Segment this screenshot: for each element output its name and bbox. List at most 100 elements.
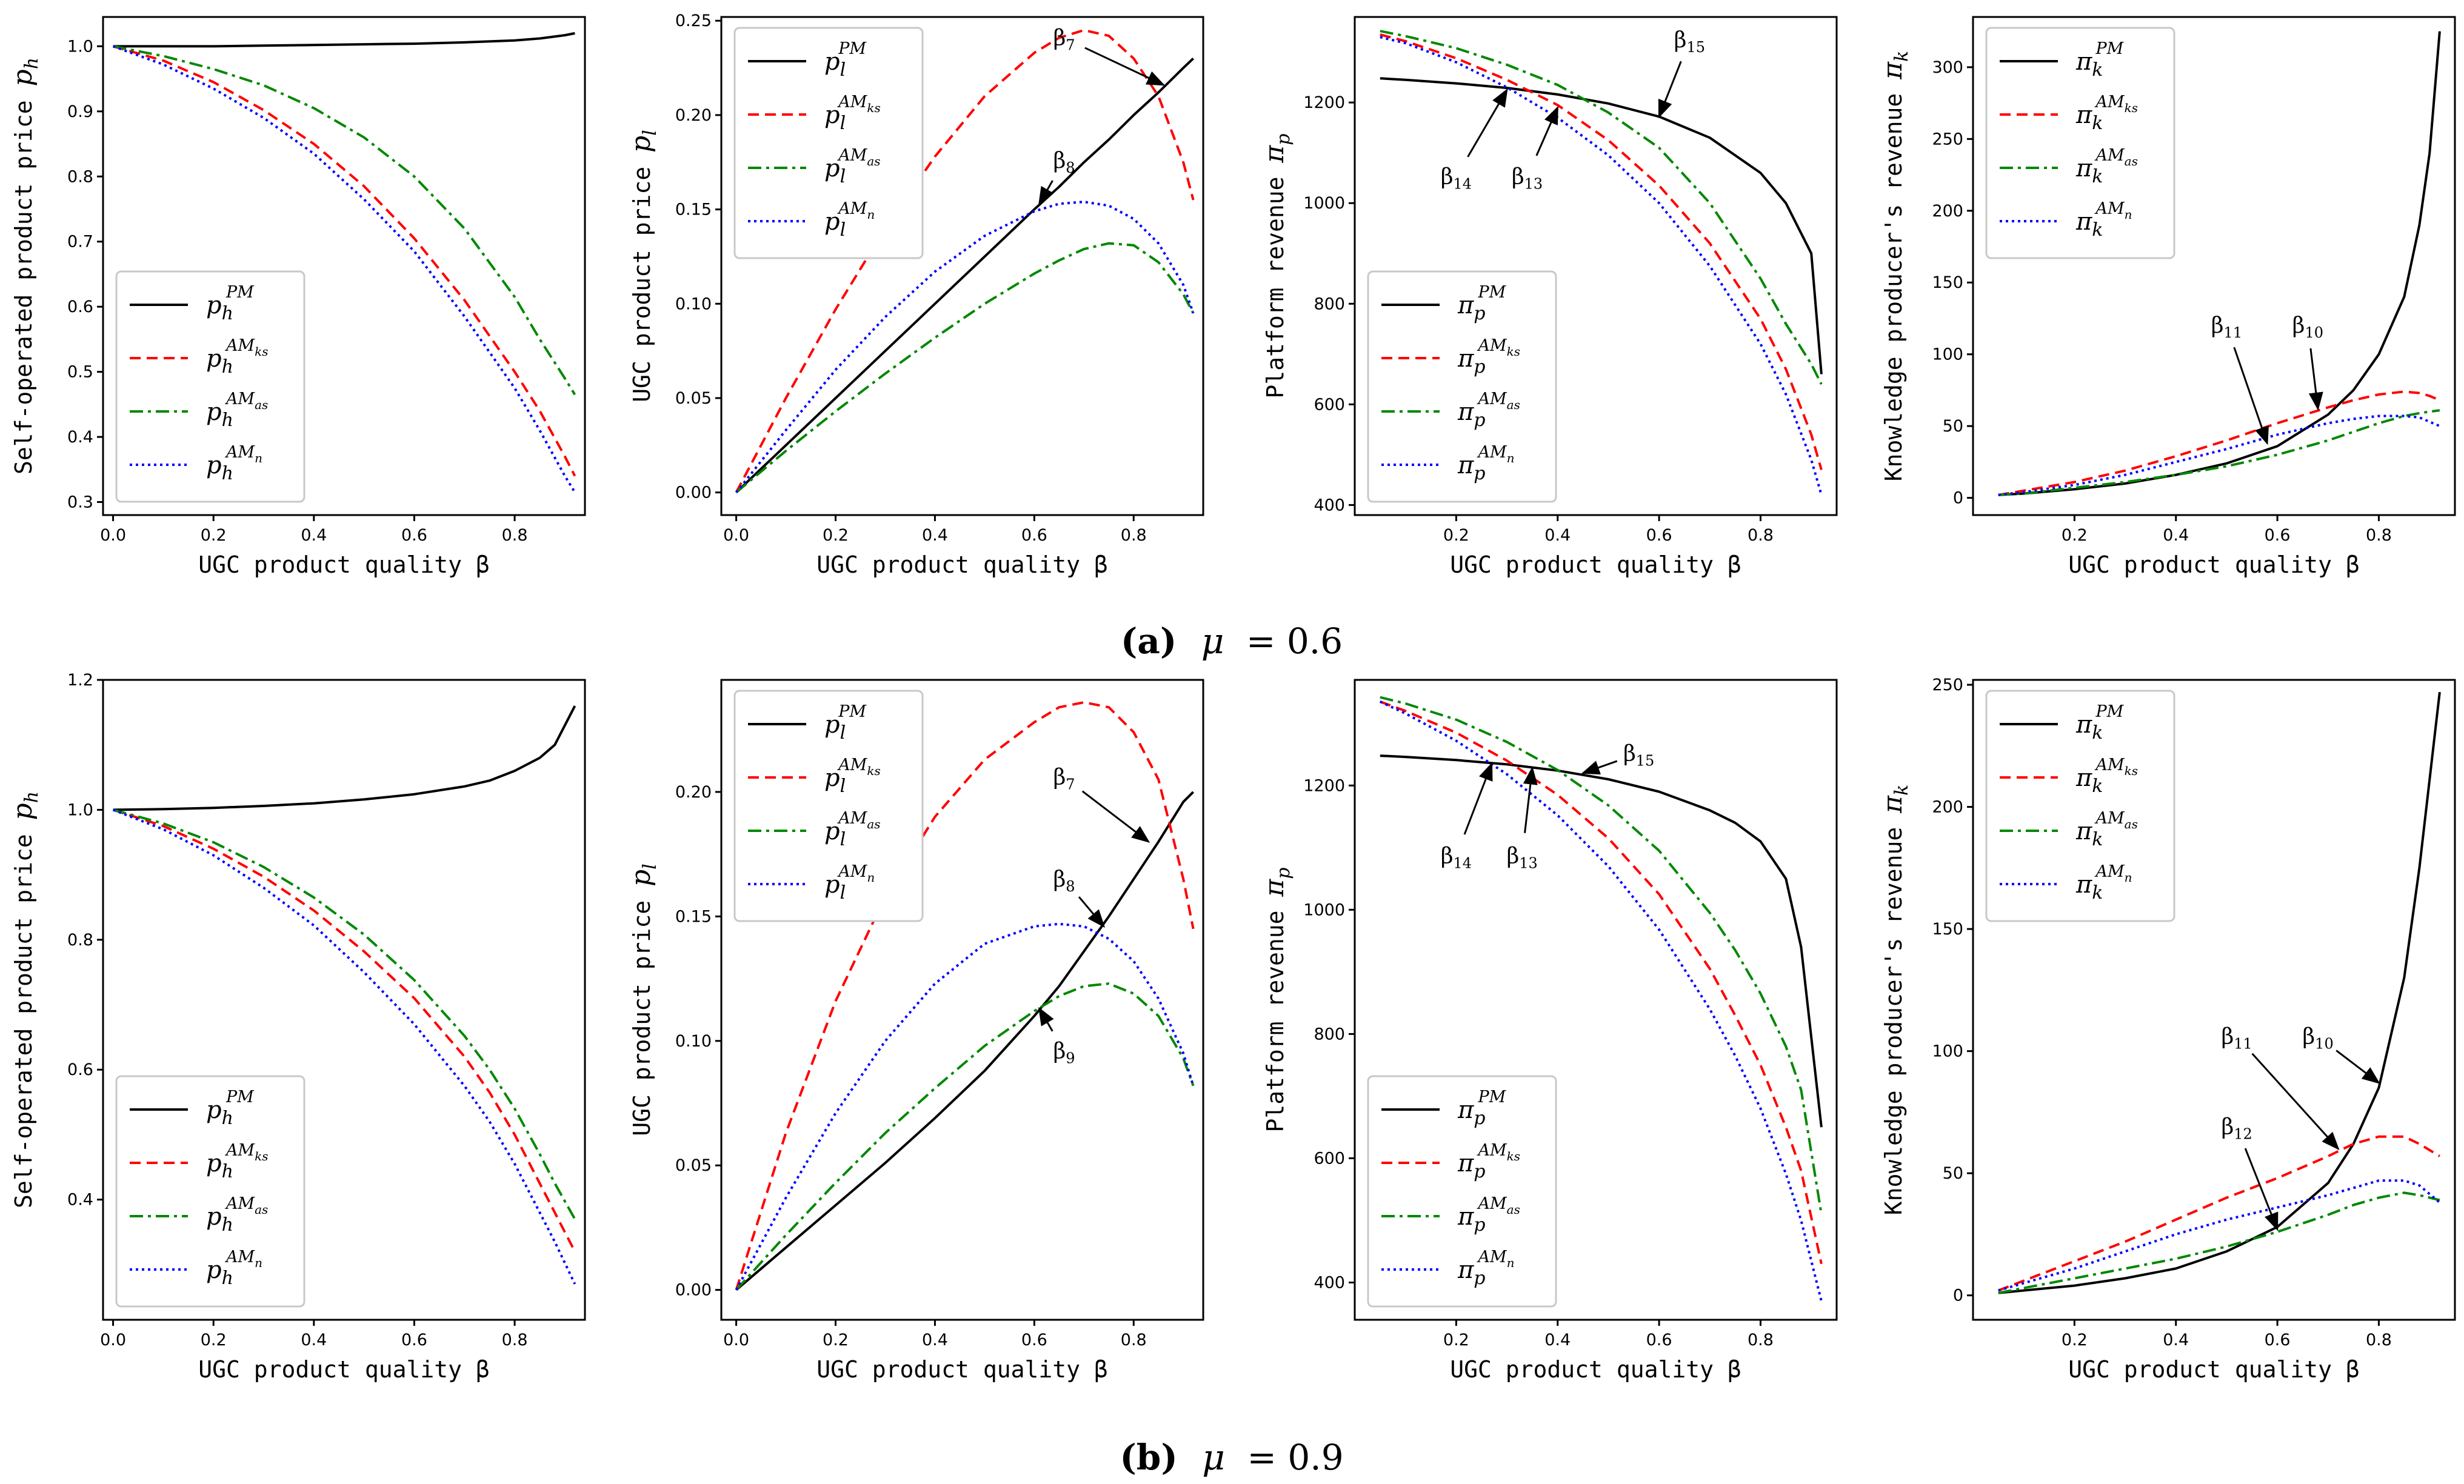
x-tick-label: 0.6 xyxy=(2265,1331,2291,1349)
y-tick-label: 600 xyxy=(1314,395,1345,414)
y-tick-label: 1000 xyxy=(1303,900,1345,919)
legend-sub: l xyxy=(840,882,846,903)
legend-sup2: n xyxy=(2125,207,2132,222)
legend-sup: PM xyxy=(838,702,867,721)
annotation-label: β7 xyxy=(1053,26,1075,54)
y-tick-label: 0.15 xyxy=(675,201,712,219)
legend-sub: p xyxy=(1474,410,1485,431)
legend-label-amks: phAMks xyxy=(206,1141,268,1182)
y-axis-label: Knowledge producer's revenue πk xyxy=(1877,785,1912,1216)
annotation-sub: 10 xyxy=(2315,1036,2334,1053)
legend-sup2: ks xyxy=(2125,101,2138,115)
x-axis-label: UGC product quality β xyxy=(816,1356,1107,1383)
y-tick-label: 0.20 xyxy=(675,783,712,802)
legend-label-pm: πpPM xyxy=(1457,283,1507,324)
annotation-beta: β xyxy=(1053,765,1066,790)
x-tick-label: 0.8 xyxy=(2366,526,2392,545)
y-axis-label: Platform revenue πp xyxy=(1259,867,1294,1132)
chart-b1: 0.0 0.2 0.4 0.6 0.8 0.4 0.6 0.8 1.0 1.2 UGC produc… xyxy=(7,671,586,1383)
x-tick-label: 0.4 xyxy=(301,526,327,545)
legend-sup: PM xyxy=(1478,283,1507,302)
annotation-label: β15 xyxy=(1623,741,1654,769)
legend-sub: h xyxy=(222,463,233,484)
chart-b4: 0.2 0.4 0.6 0.8 0 50 100 150 200 250 UGC product q… xyxy=(1877,676,2456,1383)
legend-sup2: as xyxy=(2125,154,2138,168)
caption-a-letter: (a) xyxy=(1121,621,1177,662)
annotation-beta: β xyxy=(1506,843,1519,868)
legend-label-amn: πkAMn xyxy=(2075,199,2132,241)
series-line-amn xyxy=(1380,36,1823,496)
annotation-arrow xyxy=(1078,896,1106,928)
x-tick-label: 0.8 xyxy=(1748,526,1774,545)
x-tick-label: 0.6 xyxy=(1646,526,1672,545)
legend-base: π xyxy=(2075,817,2092,845)
legend-sup2: as xyxy=(1507,1202,1520,1217)
y-tick-label: 0.00 xyxy=(675,484,712,502)
y-tick-label: 0.20 xyxy=(675,106,712,125)
legend-base: p xyxy=(206,1203,222,1231)
series-line-amn xyxy=(735,922,1195,1291)
legend-sup: AM xyxy=(1477,443,1507,462)
legend-sub: k xyxy=(2092,882,2103,903)
annotation-sub: 8 xyxy=(1066,878,1075,895)
caption-a-mu: μ xyxy=(1201,621,1224,662)
x-axis-label: UGC product quality β xyxy=(816,551,1107,578)
y-axis-label-subscript: h xyxy=(21,58,42,69)
plot-frame xyxy=(1972,679,2456,1321)
legend-base: p xyxy=(206,1096,222,1124)
legend-sup: AM xyxy=(2094,199,2125,218)
chart-b3: 0.2 0.4 0.6 0.8 400 600 800 1000 1200 UGC product… xyxy=(1259,679,1838,1383)
annotation-label: β13 xyxy=(1506,843,1537,871)
y-tick-label: 0.10 xyxy=(675,1032,712,1051)
annotation-beta: β xyxy=(2221,1025,2234,1050)
legend-base: p xyxy=(824,101,840,129)
annotation-arrow xyxy=(1038,180,1054,205)
legend-sup2: ks xyxy=(867,764,880,778)
annotation-label: β8 xyxy=(1053,867,1075,895)
chart-a4: 0.2 0.4 0.6 0.8 0 50 100 150 200 250 300 UGC produc… xyxy=(1877,16,2456,578)
legend-sup2: as xyxy=(1507,398,1520,412)
annotation-label: β12 xyxy=(2221,1115,2252,1143)
legend-sup: PM xyxy=(1478,1088,1507,1106)
legend-sup: AM xyxy=(2094,93,2125,111)
legend-sub: h xyxy=(222,1268,233,1289)
caption-a: (a) μ = 0.6 xyxy=(1121,621,1343,662)
legend-sub: k xyxy=(2092,776,2103,797)
legend-label-amn: phAMn xyxy=(206,443,262,484)
legend-sup: AM xyxy=(1477,1141,1507,1160)
legend-sub: h xyxy=(222,410,233,431)
legend-sub: k xyxy=(2092,166,2103,187)
legend-sup2: ks xyxy=(255,1149,268,1163)
x-axis-label: UGC product quality β xyxy=(1450,1356,1741,1383)
y-axis-label-subscript: k xyxy=(1891,785,1912,796)
legend-base: p xyxy=(206,1150,222,1177)
legend-base: π xyxy=(1457,398,1474,426)
legend-sup: AM xyxy=(224,1141,255,1160)
legend-sub: h xyxy=(222,1108,233,1129)
x-tick-label: 0.0 xyxy=(723,1331,749,1349)
annotation-beta: β xyxy=(1512,165,1524,190)
annotation-sub: 8 xyxy=(1066,159,1075,176)
y-tick-label: 0.4 xyxy=(67,428,93,447)
y-tick-label: 0.7 xyxy=(67,233,93,251)
legend-sup: AM xyxy=(224,1194,255,1213)
x-tick-label: 0.6 xyxy=(1646,1331,1672,1349)
annotation-arrow xyxy=(1084,47,1166,86)
legend-label-amks: πk AMks xyxy=(2075,93,2138,134)
legend-sub: p xyxy=(1474,463,1485,484)
legend-sup: PM xyxy=(225,1088,255,1106)
legend-sup: AM xyxy=(2094,862,2125,881)
legend-label-amks: πpAMks xyxy=(1457,336,1520,378)
y-axis-label: Platform revenue πp xyxy=(1259,133,1294,398)
legend-sub: p xyxy=(1474,1268,1485,1289)
x-tick-label: 0.2 xyxy=(823,526,849,545)
legend-base: π xyxy=(1457,1096,1474,1124)
legend-label-amn: πkAMn xyxy=(2075,862,2132,903)
legend-sup: AM xyxy=(224,336,255,355)
legend-box xyxy=(733,690,924,922)
y-tick-label: 200 xyxy=(1932,202,1963,221)
legend-base: p xyxy=(206,1256,222,1284)
legend-sup: PM xyxy=(225,283,255,302)
legend-sub: p xyxy=(1474,1108,1485,1129)
